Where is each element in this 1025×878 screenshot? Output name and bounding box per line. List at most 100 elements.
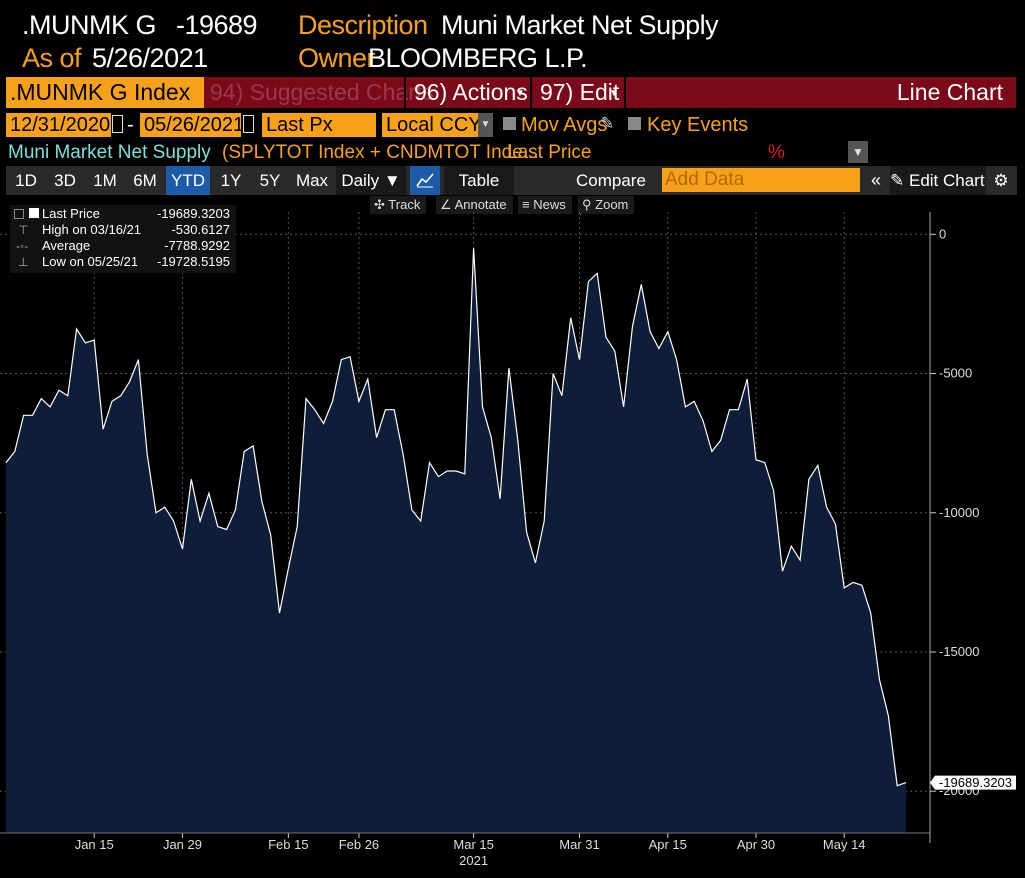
- legend-value: -7788.9292: [164, 238, 230, 253]
- key-events-label[interactable]: Key Events: [647, 114, 749, 136]
- series-area: [6, 248, 906, 833]
- legend-value: -19689.3203: [156, 206, 230, 221]
- security-field[interactable]: .MUNMK G Index: [6, 77, 204, 108]
- start-date-field[interactable]: 12/31/2020: [6, 113, 111, 137]
- owner-value: BLOOMBERG L.P.: [368, 43, 588, 73]
- y-axis: 0-5000-10000-15000-20000: [929, 212, 979, 843]
- calendar-icon[interactable]: [112, 115, 123, 133]
- edit-chart-button[interactable]: ✎ Edit Chart: [890, 166, 986, 195]
- as-of-label: As of: [22, 43, 82, 73]
- annotate-icon: ∠: [440, 197, 452, 212]
- add-data-placeholder: Add Data: [665, 169, 745, 190]
- mov-avgs-label[interactable]: Mov Avgs: [521, 114, 608, 136]
- date-separator: -: [127, 114, 134, 136]
- currency-dropdown-icon[interactable]: ▼: [478, 113, 493, 137]
- add-data-input[interactable]: Add Data: [662, 168, 860, 192]
- tab-3d[interactable]: 3D: [54, 171, 76, 190]
- view-title: Line Chart: [896, 79, 1003, 105]
- legend-label: Last Price: [42, 206, 100, 221]
- low-marker-icon: ⊥: [18, 255, 29, 269]
- pencil-icon[interactable]: ✎: [600, 114, 615, 133]
- legend-label: Low on 05/25/21: [42, 254, 139, 269]
- last-value-text: -19689.3203: [939, 775, 1012, 790]
- legend-average: -◦- Average -7788.9292: [14, 238, 234, 254]
- x-tick-label: Jan 29: [163, 837, 202, 852]
- zoom-button[interactable]: ⚲ Zoom: [578, 196, 635, 214]
- track-label: Track: [388, 197, 421, 212]
- x-tick-label: Mar 31: [559, 837, 599, 852]
- collapse-icon[interactable]: [14, 209, 24, 219]
- mov-avgs-checkbox[interactable]: [503, 117, 516, 130]
- legend-last-price[interactable]: Last Price -19689.3203: [14, 206, 234, 222]
- tab-5y[interactable]: 5Y: [259, 171, 281, 190]
- suggested-charts-menu[interactable]: 94) Suggested Charts: [210, 79, 434, 105]
- gear-icon[interactable]: ⚙: [993, 171, 1009, 190]
- x-tick-label: Feb 15: [268, 837, 308, 852]
- legend-label: Average: [42, 238, 91, 253]
- tab-ytd[interactable]: YTD: [166, 166, 210, 195]
- actions-chevron-icon: ▼: [515, 88, 525, 99]
- tab-1m[interactable]: 1M: [93, 171, 117, 190]
- y-tick-label: -15000: [939, 644, 979, 659]
- news-label: News: [533, 197, 566, 212]
- separator: [404, 77, 406, 108]
- annotate-button[interactable]: ∠ Annotate: [436, 196, 513, 214]
- x-tick-label: Feb 26: [339, 837, 379, 852]
- y-tick-label: -5000: [939, 366, 972, 381]
- legend-label: High on 03/16/21: [42, 222, 142, 237]
- series-swatch: [29, 208, 39, 218]
- last-value: -19689: [176, 10, 258, 40]
- tab-1y[interactable]: 1Y: [220, 171, 242, 190]
- edit-chevron-icon: ▼: [609, 88, 619, 99]
- track-button[interactable]: ✣ Track: [370, 196, 427, 214]
- end-date-field[interactable]: 05/26/2021: [140, 113, 244, 137]
- compare-label: Compare: [576, 171, 646, 190]
- x-tick-label: Apr 30: [737, 837, 775, 852]
- crosshair-icon: ✣: [374, 197, 385, 212]
- collapse-icon[interactable]: «: [870, 170, 881, 190]
- periodicity-select[interactable]: Daily ▼: [336, 166, 406, 195]
- as-of-date: 5/26/2021: [92, 43, 208, 73]
- key-events-checkbox[interactable]: [628, 117, 641, 130]
- x-year-label: 2021: [459, 853, 488, 868]
- percent-toggle[interactable]: %: [768, 142, 785, 163]
- annotate-label: Annotate: [454, 197, 507, 212]
- table-button[interactable]: Table: [444, 166, 514, 195]
- series-formula: (SPLYTOT Index + CNDMTOT Inde...: [222, 142, 539, 163]
- ticker-label: .MUNMK G: [22, 10, 157, 40]
- series-field: Last Price: [507, 142, 592, 163]
- legend-high: ⊤ High on 03/16/21 -530.6127: [14, 222, 234, 238]
- line-chart[interactable]: 0-5000-10000-15000-20000 Jan 15 Jan 29 Feb…: [0, 212, 1025, 878]
- series-line: [5, 248, 907, 787]
- chart-legend: Last Price -19689.3203 ⊤ High on 03/16/2…: [10, 205, 236, 273]
- tab-max[interactable]: Max: [295, 171, 329, 190]
- edit-chart-label: Edit Chart: [908, 171, 985, 190]
- zoom-icon: ⚲: [582, 197, 592, 212]
- owner-label: Owner: [298, 43, 376, 73]
- compare-menu[interactable]: Compare ▼: [576, 166, 658, 217]
- tab-6m[interactable]: 6M: [133, 171, 157, 190]
- tab-1d[interactable]: 1D: [15, 171, 37, 190]
- y-tick-label: 0: [939, 226, 946, 241]
- legend-value: -530.6127: [171, 222, 230, 237]
- price-field-select[interactable]: Last Px: [262, 113, 376, 137]
- x-tick-label: Mar 15: [453, 837, 493, 852]
- pencil-icon: ✎: [890, 171, 905, 190]
- last-value-box: [930, 775, 1016, 790]
- news-icon: ≡: [522, 197, 530, 212]
- x-tick-label: May 14: [823, 837, 866, 852]
- line-chart-icon[interactable]: [410, 166, 440, 195]
- edit-menu[interactable]: 97) Edit: [540, 79, 620, 105]
- calendar-icon[interactable]: [243, 115, 254, 133]
- average-marker-icon: -◦-: [16, 239, 29, 253]
- news-button[interactable]: ≡ News: [518, 196, 572, 214]
- separator: [624, 77, 626, 108]
- description-label: Description: [298, 10, 428, 40]
- legend-low: ⊥ Low on 05/25/21 -19728.5195: [14, 254, 234, 270]
- legend-value: -19728.5195: [156, 254, 230, 269]
- filter-dropdown-icon[interactable]: ▼: [848, 141, 868, 163]
- description-value: Muni Market Net Supply: [441, 10, 719, 40]
- currency-select[interactable]: Local CCY: [382, 113, 482, 137]
- actions-menu[interactable]: 96) Actions: [414, 79, 528, 105]
- x-axis: Jan 15 Jan 29 Feb 15 Feb 26 Mar 15 Mar 31 Apr …: [0, 832, 930, 868]
